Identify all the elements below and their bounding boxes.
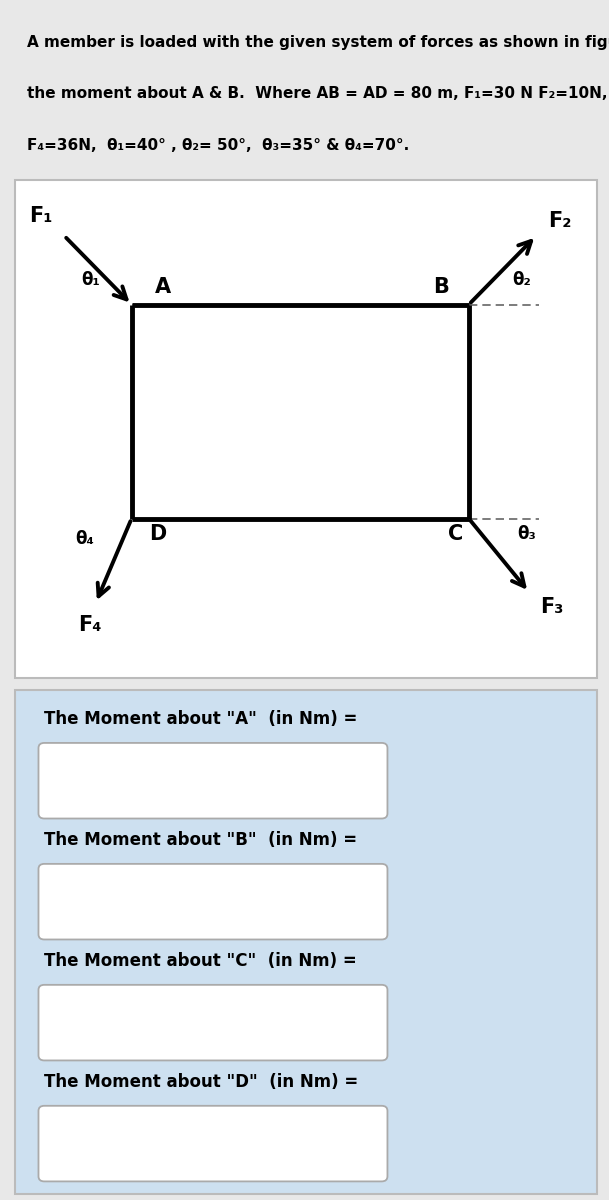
Text: θ₁: θ₁	[82, 270, 100, 288]
Text: F₁: F₁	[29, 206, 52, 226]
FancyBboxPatch shape	[38, 985, 387, 1061]
Text: The Moment about "B"  (in Nm) =: The Moment about "B" (in Nm) =	[44, 832, 357, 850]
Text: F₃: F₃	[541, 598, 564, 617]
Text: θ₂: θ₂	[512, 270, 530, 288]
FancyBboxPatch shape	[15, 180, 597, 678]
Text: F₄: F₄	[78, 616, 102, 635]
FancyBboxPatch shape	[38, 743, 387, 818]
FancyBboxPatch shape	[15, 690, 597, 1194]
Text: θ₃: θ₃	[518, 524, 537, 542]
Text: θ₄: θ₄	[76, 529, 94, 547]
Text: the moment about A & B.  Where AB = AD = 80 m, F₁=30 N F₂=10N, F₃=36N,: the moment about A & B. Where AB = AD = …	[27, 85, 609, 101]
Text: F₄=36N,  θ₁=40° , θ₂= 50°,  θ₃=35° & θ₄=70°.: F₄=36N, θ₁=40° , θ₂= 50°, θ₃=35° & θ₄=70…	[27, 138, 409, 152]
Text: D: D	[149, 523, 166, 544]
FancyBboxPatch shape	[38, 1106, 387, 1181]
FancyBboxPatch shape	[38, 864, 387, 940]
Text: A member is loaded with the given system of forces as shown in figure.  Find: A member is loaded with the given system…	[27, 35, 609, 50]
Text: B: B	[432, 277, 448, 298]
Text: The Moment about "C"  (in Nm) =: The Moment about "C" (in Nm) =	[44, 952, 357, 970]
Text: C: C	[448, 523, 463, 544]
Text: The Moment about "A"  (in Nm) =: The Moment about "A" (in Nm) =	[44, 710, 357, 728]
Text: F₂: F₂	[547, 211, 571, 230]
Text: A: A	[155, 277, 171, 298]
Text: The Moment about "D"  (in Nm) =: The Moment about "D" (in Nm) =	[44, 1073, 359, 1091]
